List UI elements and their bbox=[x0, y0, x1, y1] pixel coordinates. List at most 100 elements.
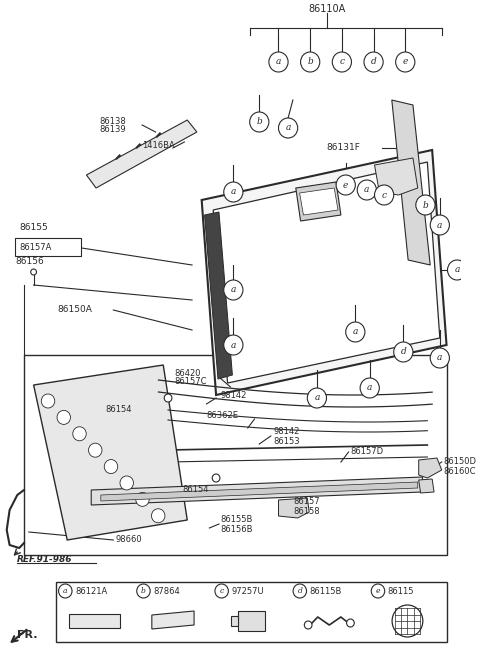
Polygon shape bbox=[278, 498, 309, 518]
Text: 86158: 86158 bbox=[293, 508, 320, 517]
Text: a: a bbox=[286, 124, 291, 132]
Text: 86121A: 86121A bbox=[75, 586, 107, 595]
Text: 86150A: 86150A bbox=[58, 305, 93, 314]
Circle shape bbox=[293, 584, 307, 598]
Circle shape bbox=[73, 427, 86, 441]
Text: 86157: 86157 bbox=[293, 498, 320, 506]
Text: a: a bbox=[231, 341, 236, 350]
FancyBboxPatch shape bbox=[56, 582, 446, 642]
Polygon shape bbox=[213, 162, 440, 383]
Text: 86156: 86156 bbox=[15, 257, 44, 267]
Text: a: a bbox=[231, 286, 236, 295]
Text: 86155: 86155 bbox=[19, 223, 48, 233]
Circle shape bbox=[416, 195, 435, 215]
Text: b: b bbox=[422, 200, 428, 210]
Text: a: a bbox=[437, 221, 443, 229]
Circle shape bbox=[371, 584, 384, 598]
Circle shape bbox=[394, 342, 413, 362]
Text: e: e bbox=[376, 587, 380, 595]
Text: FR.: FR. bbox=[17, 630, 38, 640]
Text: b: b bbox=[307, 58, 313, 67]
Text: 98660: 98660 bbox=[115, 536, 142, 544]
Text: 86115B: 86115B bbox=[310, 586, 342, 595]
Text: a: a bbox=[364, 185, 370, 195]
Circle shape bbox=[307, 388, 326, 408]
Polygon shape bbox=[86, 120, 197, 188]
FancyBboxPatch shape bbox=[231, 616, 238, 626]
Text: c: c bbox=[339, 58, 344, 67]
Circle shape bbox=[357, 180, 376, 200]
Circle shape bbox=[41, 394, 55, 408]
Polygon shape bbox=[34, 365, 187, 540]
Polygon shape bbox=[374, 158, 418, 195]
Text: e: e bbox=[343, 181, 348, 189]
Polygon shape bbox=[419, 458, 442, 478]
Text: 86157A: 86157A bbox=[19, 244, 51, 252]
Text: e: e bbox=[403, 58, 408, 67]
Text: d: d bbox=[298, 587, 302, 595]
Circle shape bbox=[57, 411, 71, 424]
Circle shape bbox=[332, 52, 351, 72]
Circle shape bbox=[346, 322, 365, 342]
Text: d: d bbox=[400, 348, 406, 356]
Text: 86115: 86115 bbox=[387, 586, 414, 595]
Circle shape bbox=[304, 621, 312, 629]
Text: c: c bbox=[219, 587, 224, 595]
Circle shape bbox=[164, 394, 172, 402]
Text: b: b bbox=[141, 587, 146, 595]
Text: b: b bbox=[256, 117, 262, 126]
Circle shape bbox=[360, 378, 379, 398]
Text: 86153: 86153 bbox=[274, 438, 300, 447]
Polygon shape bbox=[101, 482, 418, 501]
Text: 86155B: 86155B bbox=[221, 515, 253, 525]
Circle shape bbox=[212, 474, 220, 482]
Text: 97257U: 97257U bbox=[231, 586, 264, 595]
FancyBboxPatch shape bbox=[238, 611, 264, 631]
Text: 86139: 86139 bbox=[99, 126, 126, 134]
Text: 86154: 86154 bbox=[106, 405, 132, 415]
Text: 86154: 86154 bbox=[182, 485, 209, 495]
Text: a: a bbox=[314, 394, 320, 403]
Circle shape bbox=[59, 584, 72, 598]
Text: 86150D: 86150D bbox=[444, 457, 477, 466]
FancyBboxPatch shape bbox=[24, 355, 446, 555]
Text: a: a bbox=[437, 354, 443, 362]
Circle shape bbox=[215, 584, 228, 598]
Circle shape bbox=[347, 619, 354, 627]
Circle shape bbox=[31, 269, 36, 275]
Circle shape bbox=[396, 52, 415, 72]
Circle shape bbox=[278, 118, 298, 138]
Text: a: a bbox=[455, 265, 460, 274]
FancyBboxPatch shape bbox=[70, 614, 120, 628]
Circle shape bbox=[224, 335, 243, 355]
Circle shape bbox=[392, 605, 423, 637]
Polygon shape bbox=[296, 182, 341, 221]
Text: 86157C: 86157C bbox=[175, 377, 207, 386]
Text: REF.91-986: REF.91-986 bbox=[17, 555, 73, 565]
Text: a: a bbox=[276, 58, 281, 67]
Text: d: d bbox=[371, 58, 376, 67]
Circle shape bbox=[364, 52, 383, 72]
Text: 98142: 98142 bbox=[221, 390, 247, 400]
Text: 98142: 98142 bbox=[274, 428, 300, 436]
Polygon shape bbox=[300, 188, 338, 215]
Circle shape bbox=[300, 52, 320, 72]
Text: 86420: 86420 bbox=[175, 369, 201, 377]
Text: 86110A: 86110A bbox=[308, 4, 345, 14]
Text: 1416BA: 1416BA bbox=[142, 141, 175, 151]
Circle shape bbox=[430, 348, 449, 368]
Text: a: a bbox=[367, 383, 372, 392]
Text: 86362E: 86362E bbox=[206, 411, 239, 421]
Text: c: c bbox=[382, 191, 386, 200]
Circle shape bbox=[336, 175, 355, 195]
Circle shape bbox=[152, 509, 165, 523]
Polygon shape bbox=[204, 212, 232, 379]
Text: 86157D: 86157D bbox=[350, 447, 384, 457]
Polygon shape bbox=[392, 100, 430, 265]
Polygon shape bbox=[91, 477, 422, 505]
Polygon shape bbox=[152, 611, 194, 629]
Polygon shape bbox=[419, 479, 434, 493]
Circle shape bbox=[224, 182, 243, 202]
Circle shape bbox=[137, 584, 150, 598]
Text: 86160C: 86160C bbox=[444, 468, 476, 476]
